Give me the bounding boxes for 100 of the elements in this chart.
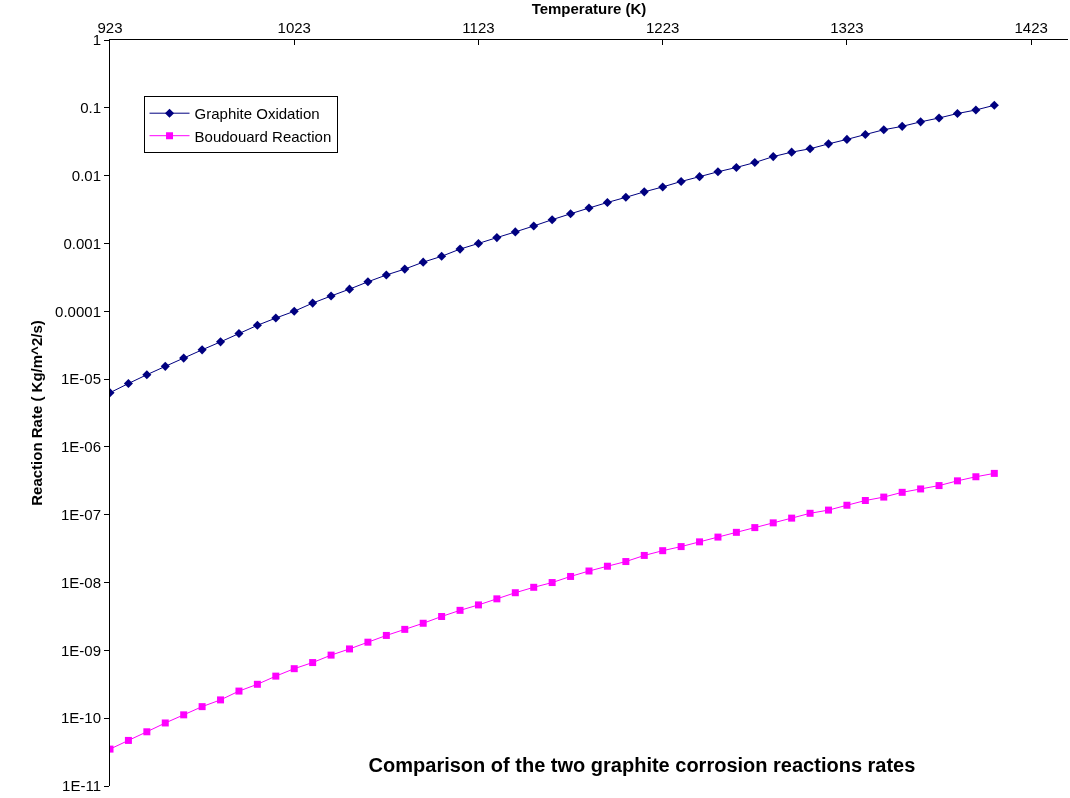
- point: [916, 117, 926, 127]
- point: [677, 543, 685, 551]
- point: [235, 687, 243, 695]
- point: [363, 277, 373, 287]
- y-tick-label: 0.1: [80, 99, 101, 117]
- point: [180, 711, 188, 719]
- point: [843, 501, 851, 509]
- point: [364, 638, 372, 646]
- y-tick-label: 1E-11: [62, 777, 101, 795]
- point: [603, 562, 611, 570]
- point: [732, 528, 740, 536]
- point: [676, 176, 686, 187]
- point: [640, 551, 648, 559]
- point: [456, 606, 464, 614]
- point: [567, 572, 575, 580]
- point: [731, 162, 741, 173]
- point: [805, 144, 815, 154]
- x-tick-label: 1323: [830, 19, 864, 36]
- point: [861, 497, 869, 505]
- point: [419, 619, 427, 627]
- point: [880, 493, 888, 501]
- point: [879, 125, 889, 135]
- point: [529, 221, 539, 231]
- point: [418, 257, 428, 267]
- point: [510, 227, 520, 237]
- point: [511, 589, 519, 597]
- point: [788, 514, 796, 522]
- point: [530, 583, 538, 591]
- point: [308, 298, 318, 308]
- point: [658, 182, 668, 192]
- y-tick-label: 1E-07: [60, 505, 101, 523]
- point: [713, 167, 723, 177]
- point: [309, 659, 317, 667]
- point: [234, 329, 244, 339]
- x-axis-title: Temperature (K): [531, 0, 647, 17]
- point: [272, 672, 280, 680]
- point: [437, 251, 447, 261]
- point: [935, 482, 943, 490]
- point: [897, 121, 907, 131]
- point: [898, 488, 906, 496]
- point: [198, 703, 206, 711]
- point: [971, 105, 981, 115]
- text: Comparison of the two graphite corrosion reactions rates: [368, 754, 916, 776]
- point: [696, 538, 704, 546]
- point: [621, 192, 631, 202]
- point: [473, 238, 484, 248]
- point: [400, 264, 410, 274]
- point: [548, 579, 556, 587]
- y-tick-label: 1E-09: [60, 641, 101, 659]
- point: [289, 306, 299, 316]
- point: [493, 595, 501, 603]
- y-tick-label: 1E-06: [60, 438, 101, 456]
- point: [197, 345, 207, 355]
- point: [585, 567, 593, 575]
- x-tick-label: 1223: [646, 19, 680, 36]
- point: [823, 139, 834, 149]
- y-tick-label: 0.01: [71, 166, 101, 184]
- point: [659, 547, 667, 555]
- point: [566, 209, 576, 219]
- point: [382, 631, 390, 639]
- point: [972, 473, 980, 481]
- point: [751, 524, 759, 532]
- point: [694, 172, 705, 182]
- y-tick-label: 1E-10: [60, 709, 101, 727]
- point: [123, 378, 133, 389]
- y-tick-label: 1E-08: [60, 573, 101, 591]
- point: [842, 134, 852, 144]
- point: [344, 284, 355, 294]
- point: [714, 533, 722, 541]
- point: [253, 680, 261, 688]
- point: [438, 612, 446, 620]
- point: [161, 719, 169, 727]
- point: [252, 320, 262, 330]
- y-tick-label: 1E-05: [60, 370, 101, 388]
- point: [990, 469, 998, 477]
- y-axis-title: Reaction Rate ( Kg/m^2/s): [28, 320, 46, 506]
- point: [622, 558, 630, 566]
- point: [952, 108, 963, 119]
- point: [584, 203, 594, 213]
- point: [326, 291, 336, 301]
- x-tick-label: 923: [97, 19, 123, 36]
- point: [547, 215, 557, 225]
- y-tick-label: 0.001: [63, 234, 101, 252]
- point: [143, 728, 151, 736]
- point: [160, 361, 170, 371]
- point: [953, 477, 961, 485]
- point: [989, 100, 999, 110]
- x-tick-label: 1023: [277, 19, 311, 36]
- x-tick-label: 1123: [462, 19, 495, 36]
- point: [381, 270, 391, 280]
- point: [217, 696, 225, 704]
- point: [215, 337, 226, 347]
- point: [492, 233, 502, 243]
- y-tick-label: 0.0001: [55, 302, 101, 320]
- point: [825, 506, 832, 514]
- point: [787, 147, 797, 157]
- point: [474, 601, 482, 609]
- point: [401, 625, 409, 633]
- point: [455, 244, 465, 254]
- point: [769, 519, 777, 527]
